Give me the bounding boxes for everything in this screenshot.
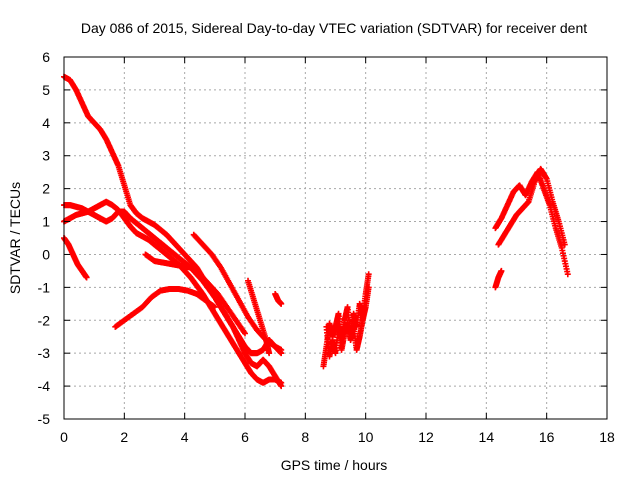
series-track-9	[272, 290, 285, 307]
x-tick-label: 8	[301, 429, 309, 445]
series-track-11	[323, 284, 372, 360]
y-tick-label: 3	[42, 148, 50, 164]
y-tick-label: 4	[42, 115, 50, 131]
plot-frame	[63, 56, 608, 420]
chart-title: Day 086 of 2015, Sidereal Day-to-day VTE…	[81, 20, 587, 36]
data-point	[211, 304, 218, 311]
x-tick-label: 6	[241, 429, 249, 445]
series-track-1	[61, 73, 285, 390]
y-tick-label: -5	[38, 411, 51, 427]
data-point	[365, 271, 372, 278]
y-tick-label: 1	[42, 214, 50, 230]
x-tick-label: 4	[181, 429, 189, 445]
y-tick-label: 5	[42, 82, 50, 98]
y-tick-label: -1	[38, 279, 51, 295]
data-point	[498, 267, 505, 274]
x-tick-label: 16	[539, 429, 555, 445]
series-track-14	[492, 267, 505, 291]
data-point	[561, 241, 568, 248]
data-points	[61, 73, 571, 390]
data-point	[278, 300, 285, 307]
series-track-4	[190, 231, 285, 353]
series-track-7	[61, 235, 90, 281]
x-tick-label: 14	[479, 429, 495, 445]
x-tick-label: 2	[120, 429, 128, 445]
x-tick-label: 18	[599, 429, 615, 445]
series-track-5	[112, 286, 218, 330]
y-tick-label: 2	[42, 181, 50, 197]
x-tick-label: 10	[358, 429, 374, 445]
data-point	[266, 350, 273, 357]
axis-ticks	[63, 56, 608, 420]
x-axis-label: GPS time / hours	[281, 457, 388, 473]
series-track-6	[142, 251, 248, 337]
y-tick-label: 6	[42, 49, 50, 65]
y-tick-label: 0	[42, 246, 50, 262]
y-axis-label: SDTVAR / TECUs	[7, 182, 23, 294]
y-tick-label: -3	[38, 345, 51, 361]
data-point	[242, 330, 248, 337]
data-point	[365, 284, 372, 291]
data-point	[278, 379, 285, 386]
y-tick-label: -2	[38, 312, 51, 328]
data-point	[83, 274, 90, 281]
data-point	[278, 346, 285, 353]
x-tick-label: 0	[60, 429, 68, 445]
series-track-3	[61, 198, 285, 386]
series-track-2	[61, 202, 285, 357]
x-tick-label: 12	[418, 429, 434, 445]
series-track-13	[495, 165, 568, 248]
series-track-8	[245, 277, 273, 357]
data-point	[564, 271, 571, 278]
y-tick-label: -4	[38, 378, 51, 394]
